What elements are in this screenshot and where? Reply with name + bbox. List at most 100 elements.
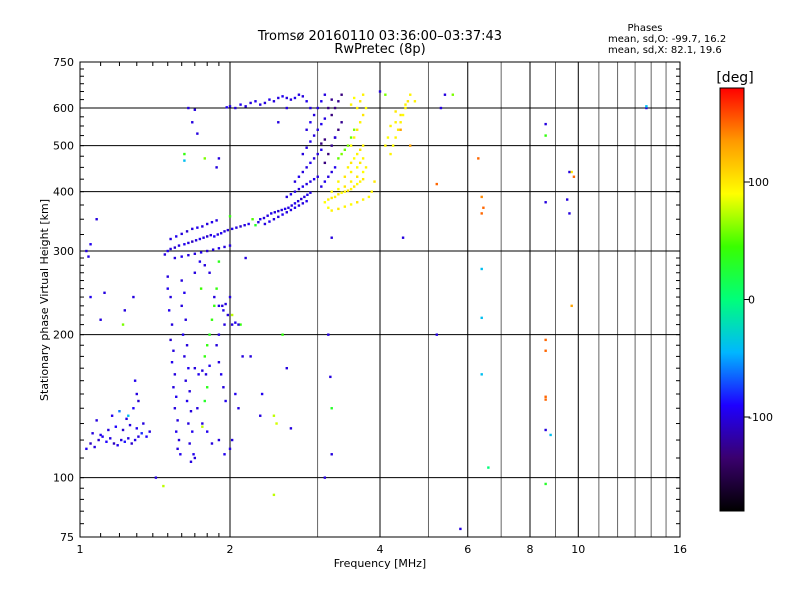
data-point [293, 190, 297, 193]
data-point [89, 243, 92, 246]
data-point [208, 333, 211, 336]
data-point [222, 309, 225, 312]
data-point [239, 323, 242, 326]
data-point [107, 428, 110, 432]
x-tick-label: 8 [527, 543, 534, 556]
x-axis-label: Frequency [MHz] [334, 557, 426, 570]
data-point [477, 157, 480, 160]
data-point [355, 152, 359, 156]
data-point [544, 338, 547, 342]
data-point [254, 100, 257, 103]
data-point [320, 148, 323, 152]
data-point [451, 93, 455, 96]
data-point [191, 121, 194, 124]
data-point [309, 180, 312, 183]
data-point [187, 241, 190, 245]
data-point [293, 206, 297, 209]
data-point [180, 255, 183, 258]
data-point [281, 95, 284, 98]
data-point [170, 323, 174, 326]
data-point [409, 93, 412, 96]
data-point [187, 366, 190, 370]
data-point [285, 195, 288, 199]
data-point [358, 148, 362, 152]
data-point [234, 392, 237, 396]
data-point [169, 247, 172, 251]
data-point [213, 235, 216, 238]
data-point [228, 295, 232, 299]
data-point [177, 438, 181, 442]
data-point [120, 438, 123, 442]
data-point [198, 260, 202, 263]
data-point [443, 93, 447, 96]
data-point [175, 430, 178, 433]
data-point [305, 128, 308, 131]
data-point [154, 476, 158, 479]
data-point [277, 215, 280, 219]
data-point [223, 323, 226, 326]
data-point [303, 195, 306, 199]
data-point [358, 180, 362, 183]
data-point [180, 279, 183, 282]
data-point [327, 206, 330, 209]
data-point [358, 161, 362, 165]
data-point [137, 435, 140, 438]
data-point [327, 152, 330, 156]
y-tick-label: 600 [53, 102, 74, 115]
data-point [312, 113, 316, 117]
data-point [323, 161, 327, 165]
data-point [205, 386, 209, 389]
data-point [114, 425, 118, 428]
data-point [230, 227, 234, 231]
data-point [355, 182, 359, 186]
data-point [208, 364, 211, 367]
data-point [480, 267, 483, 271]
data-point [183, 355, 186, 358]
data-point [205, 430, 209, 433]
data-point [340, 191, 343, 194]
data-point [109, 437, 112, 440]
data-point [188, 390, 191, 393]
data-point [281, 333, 284, 336]
y-tick-label: 75 [60, 531, 74, 544]
data-point [349, 144, 353, 147]
data-point [216, 233, 219, 236]
data-point [572, 175, 576, 178]
data-point [277, 96, 280, 100]
data-point [215, 344, 218, 347]
data-point [285, 211, 288, 214]
data-point [187, 106, 190, 110]
data-point [323, 93, 327, 96]
data-point [340, 121, 343, 124]
data-point [166, 275, 169, 278]
data-point [239, 103, 242, 106]
data-point [142, 422, 145, 425]
data-point [251, 218, 254, 221]
data-point [254, 224, 257, 227]
data-point [459, 527, 462, 531]
y-axis-ticks: 75 100 200 300 400 500 600 750 [53, 56, 680, 544]
scatter-points [85, 90, 648, 531]
data-point [130, 442, 133, 445]
data-point [272, 414, 276, 417]
data-point [203, 157, 206, 160]
data-point [389, 124, 392, 128]
data-point [544, 201, 547, 204]
data-point [355, 201, 359, 204]
data-point [355, 128, 359, 131]
chart-subtitle: RwPretec (8p) [334, 42, 425, 57]
data-point [361, 198, 365, 201]
data-point [213, 295, 216, 299]
data-point [330, 407, 333, 410]
data-point [219, 373, 223, 376]
data-point [183, 159, 186, 162]
colorbar-tick-label: 0 [748, 294, 755, 307]
data-point [272, 493, 276, 497]
data-point [185, 230, 189, 233]
data-point [204, 373, 208, 376]
data-point [343, 190, 347, 193]
data-point [333, 166, 337, 169]
data-point [176, 419, 179, 422]
data-point [337, 207, 340, 211]
data-point [333, 195, 337, 199]
